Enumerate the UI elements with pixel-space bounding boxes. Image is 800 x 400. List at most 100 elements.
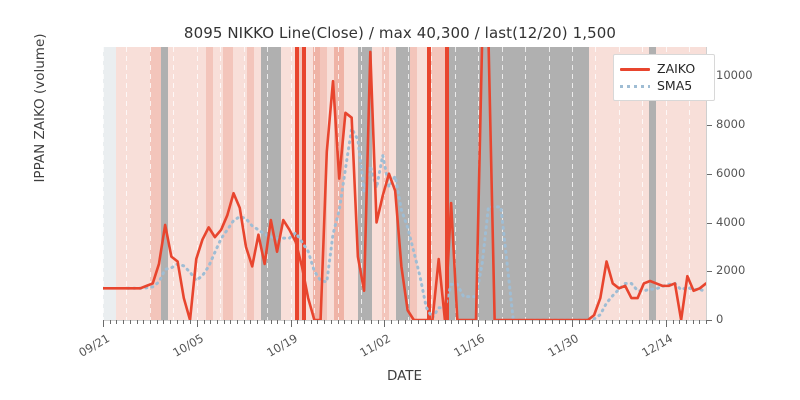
x-axis-minor-tick <box>216 320 218 324</box>
x-axis-minor-tick <box>518 320 520 324</box>
x-axis-major-tick <box>384 320 386 327</box>
y-axis-tick <box>707 222 712 224</box>
x-axis-minor-tick <box>297 320 299 324</box>
x-axis-minor-tick <box>692 320 694 324</box>
grid-line <box>572 47 573 320</box>
grid-line <box>666 47 667 320</box>
background-band <box>327 47 334 320</box>
zaiko-series-line <box>103 47 706 320</box>
x-axis-minor-tick <box>585 320 587 324</box>
y-axis-tick <box>707 271 712 273</box>
x-axis-major-tick <box>478 320 480 327</box>
background-band <box>161 47 168 320</box>
x-axis-minor-tick <box>176 320 178 324</box>
x-axis-minor-tick <box>451 320 453 324</box>
y-axis-tick-label: 10000 <box>716 68 753 83</box>
background-band <box>295 47 299 320</box>
legend-item-zaiko[interactable]: ZAIKO <box>620 60 708 77</box>
background-band <box>445 47 449 320</box>
x-axis-minor-tick <box>411 320 413 324</box>
grid-line <box>431 47 432 320</box>
chart-legend[interactable]: ZAIKO SMA5 <box>613 54 715 101</box>
x-axis-minor-tick <box>625 320 627 324</box>
x-axis-tick-label: 09/21 <box>76 331 112 360</box>
plot-area <box>103 47 706 320</box>
x-axis-minor-tick <box>237 320 238 324</box>
grid-line <box>173 47 174 320</box>
x-axis-minor-tick <box>257 320 259 324</box>
grid-line <box>220 47 221 320</box>
x-axis-minor-tick <box>136 320 138 324</box>
x-axis-minor-tick <box>498 320 500 324</box>
x-axis-minor-tick <box>511 320 513 324</box>
x-axis-minor-tick <box>578 320 580 324</box>
background-band <box>299 47 302 320</box>
grid-line <box>689 47 690 320</box>
grid-line <box>267 47 268 320</box>
background-band <box>254 47 261 320</box>
legend-item-sma5[interactable]: SMA5 <box>620 77 708 94</box>
grid-line <box>384 47 385 320</box>
x-axis-minor-tick <box>397 320 399 324</box>
axis-spine-right <box>706 47 707 321</box>
x-axis-minor-tick <box>464 320 466 324</box>
grid-line <box>314 47 315 320</box>
x-axis-minor-tick <box>491 320 493 324</box>
grid-line <box>525 47 526 320</box>
background-band <box>103 47 116 320</box>
x-axis-major-tick <box>103 320 104 327</box>
x-axis-tick-label: 11/30 <box>545 331 581 360</box>
y-axis-tick-label: 2000 <box>716 263 746 278</box>
x-axis-minor-tick <box>525 320 527 324</box>
chart-title: 8095 NIKKO Line(Close) / max 40,300 / la… <box>183 24 617 42</box>
x-axis-minor-tick <box>163 320 165 324</box>
x-axis-minor-tick <box>699 320 701 324</box>
x-axis-minor-tick <box>129 320 131 324</box>
x-axis-minor-tick <box>203 320 205 324</box>
x-axis-minor-tick <box>190 320 192 324</box>
x-axis-minor-tick <box>210 320 212 324</box>
background-band <box>206 47 213 320</box>
x-axis-minor-tick <box>317 320 319 324</box>
background-band <box>334 47 344 320</box>
x-axis-minor-tick <box>391 320 393 324</box>
x-axis-minor-tick <box>471 320 473 324</box>
grid-line <box>291 47 292 320</box>
x-axis-minor-tick <box>538 320 540 324</box>
grid-line <box>619 47 620 320</box>
x-axis-minor-tick <box>438 320 439 324</box>
x-axis-tick-label: 10/19 <box>263 331 300 360</box>
x-axis-tick-label: 11/16 <box>451 331 488 360</box>
sma5-series-line <box>126 123 706 320</box>
x-axis-minor-tick <box>283 320 285 324</box>
grid-line <box>361 47 362 320</box>
x-axis-minor-tick <box>558 320 560 324</box>
x-axis-minor-tick <box>565 320 567 324</box>
background-band <box>417 47 427 320</box>
y-axis-label: IPPAN ZAIKO (volume) <box>32 33 48 183</box>
grid-line <box>338 47 339 320</box>
x-axis-minor-tick <box>618 320 620 324</box>
x-axis-major-tick <box>196 320 198 327</box>
x-axis-minor-tick <box>250 320 252 324</box>
x-axis-minor-tick <box>592 320 594 324</box>
x-axis-minor-tick <box>685 320 687 324</box>
x-axis-minor-tick <box>417 320 419 324</box>
x-axis-major-tick <box>290 320 292 327</box>
x-axis-minor-tick <box>551 320 553 324</box>
y-axis-tick-label: 4000 <box>716 214 746 229</box>
x-axis-minor-tick <box>344 320 346 324</box>
background-band <box>223 47 233 320</box>
x-axis-minor-tick <box>223 320 225 324</box>
x-axis-minor-tick <box>458 320 460 324</box>
background-band <box>410 47 417 320</box>
x-axis-minor-tick <box>679 320 681 324</box>
x-axis-minor-tick <box>545 320 547 324</box>
grid-line <box>126 47 127 320</box>
grid-line <box>244 47 245 320</box>
x-axis-minor-tick <box>645 320 647 324</box>
x-axis-minor-tick <box>652 320 654 324</box>
y-axis-tick <box>707 320 712 321</box>
x-axis-minor-tick <box>109 320 111 324</box>
